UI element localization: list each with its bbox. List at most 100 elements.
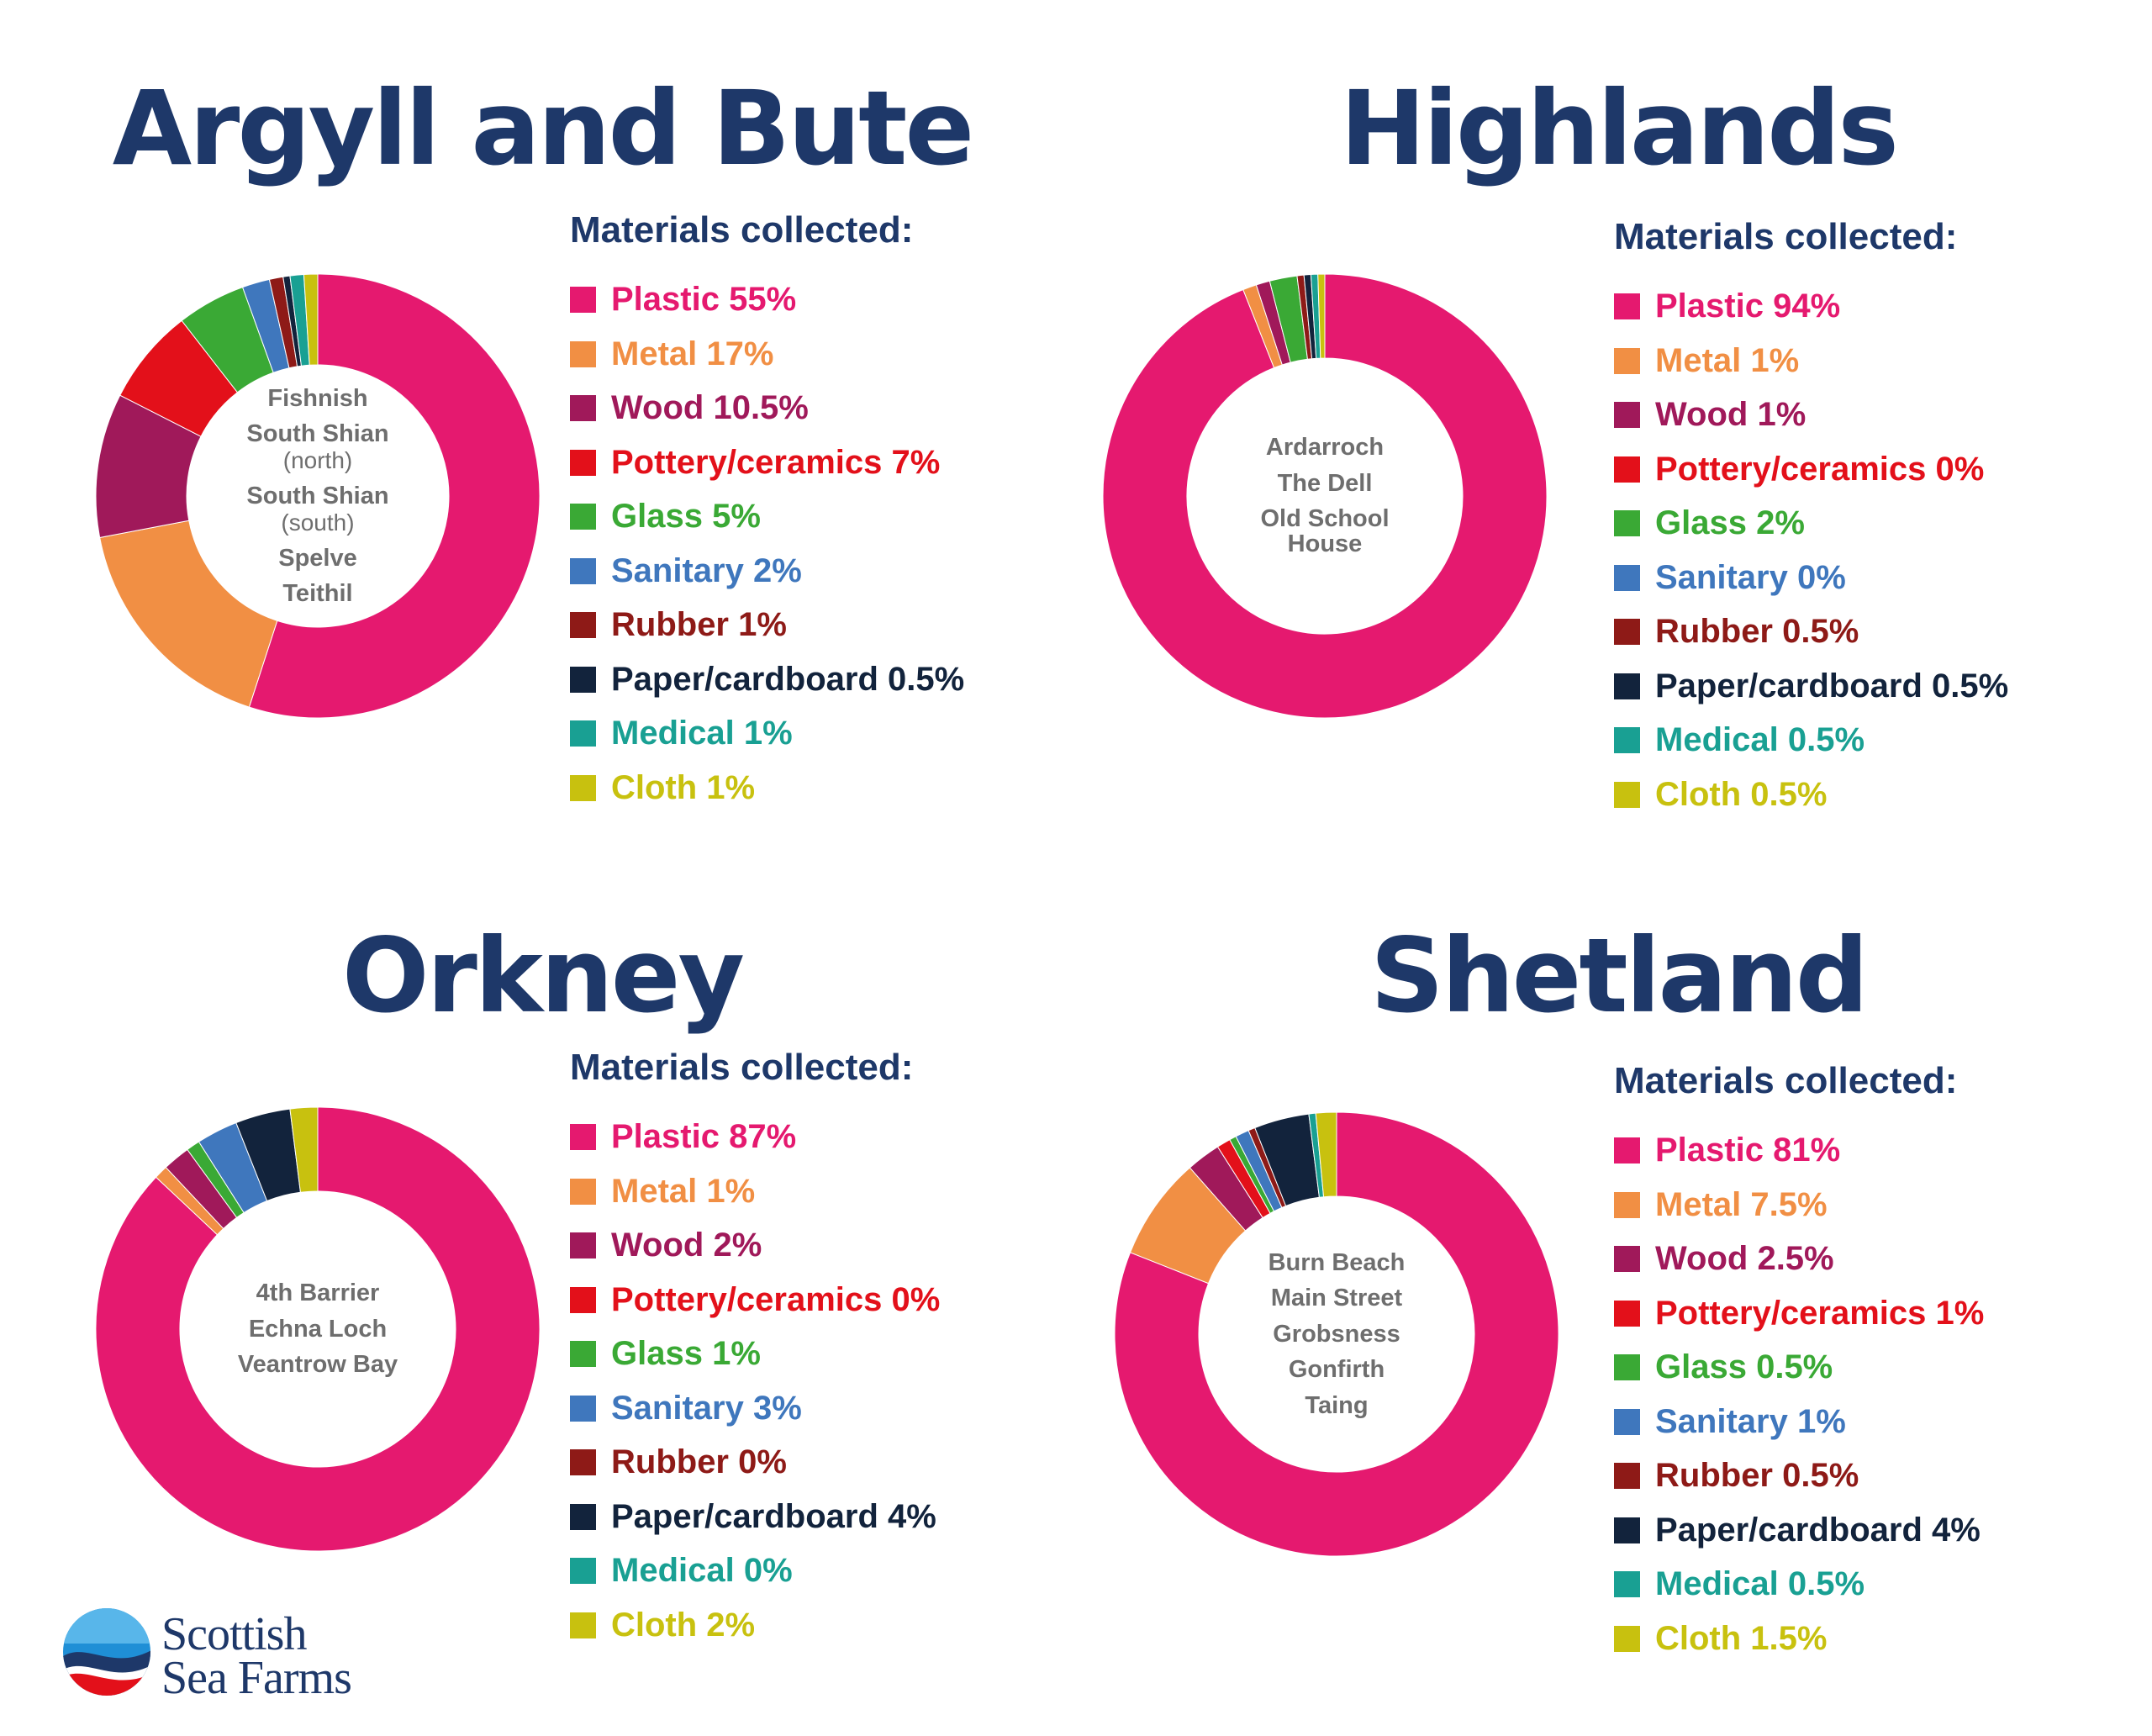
site-name: 4th Barrier <box>256 1280 380 1306</box>
legend-item-paper-cardboard: Paper/cardboard 4% <box>570 1490 940 1544</box>
site-name: South Shian (north) <box>246 421 388 473</box>
legend-item-glass: Glass 1% <box>570 1327 940 1381</box>
logo-line-1: Scottish <box>161 1608 307 1660</box>
legend-item-metal: Metal 7.5% <box>1614 1178 1984 1232</box>
legend-item-wood: Wood 10.5% <box>570 381 964 435</box>
legend-swatch <box>1614 781 1640 808</box>
legend-label: Sanitary 0% <box>1655 558 1846 596</box>
legend-swatch <box>1614 727 1640 754</box>
site-name-label: South Shian <box>246 482 389 509</box>
legend-item-rubber: Rubber 0% <box>570 1435 940 1490</box>
site-name-label: Spelve <box>278 544 357 572</box>
legend-item-paper-cardboard: Paper/cardboard 0.5% <box>570 652 964 707</box>
legend-label: Glass 0.5% <box>1655 1348 1833 1386</box>
legend-label: Glass 2% <box>1655 504 1805 542</box>
site-name: Veantrow Bay <box>238 1352 398 1377</box>
legend-item-wood: Wood 2.5% <box>1614 1232 1984 1286</box>
legend-argyll-and-bute: Materials collected: Plastic 55% Metal 17%… <box>570 209 964 815</box>
logo-wave-icon <box>63 1608 150 1696</box>
legend-item-rubber: Rubber 0.5% <box>1614 604 2008 659</box>
site-name-label: Echna Loch <box>248 1315 388 1343</box>
site-name-label: Fishnish <box>267 384 368 412</box>
legend-heading: Materials collected: <box>570 1047 914 1088</box>
legend-swatch <box>1614 1137 1640 1164</box>
legend-label: Glass 1% <box>611 1335 761 1373</box>
site-name-label: Teithil <box>282 580 353 608</box>
legend-item-wood: Wood 1% <box>1614 388 2008 442</box>
site-list-argyll-and-bute: Fishnish South Shian (north) South Shian (so… <box>187 365 449 627</box>
legend-swatch <box>570 774 596 801</box>
legend-swatch <box>1614 1191 1640 1218</box>
legend-item-wood: Wood 2% <box>570 1218 940 1273</box>
legend-item-sanitary: Sanitary 3% <box>570 1381 940 1436</box>
site-name-label: Main Street <box>1270 1285 1403 1312</box>
legend-item-sanitary: Sanitary 0% <box>1614 551 2008 605</box>
site-name: The Dell <box>1278 470 1373 496</box>
legend-swatch <box>570 666 596 693</box>
site-list-highlands: Ardarroch The Dell Old School House <box>1187 358 1463 634</box>
legend-label: Pottery/ceramics 0% <box>1655 450 1985 488</box>
donut-chart-highlands <box>1102 273 1548 719</box>
legend-label: Sanitary 2% <box>611 551 802 589</box>
legend-swatch <box>570 720 596 747</box>
chart-title-highlands: Highlands <box>1339 69 1899 188</box>
legend-label: Wood 1% <box>1655 396 1807 434</box>
legend-swatch <box>1614 564 1640 591</box>
legend-item-rubber: Rubber 1% <box>570 598 964 652</box>
legend-item-plastic: Plastic 87% <box>570 1110 940 1164</box>
scottish-sea-farms-logo: Scottish Sea Farms <box>61 1606 414 1715</box>
legend-item-plastic: Plastic 94% <box>1614 279 2008 334</box>
legend-swatch <box>1614 1463 1640 1490</box>
legend-label: Plastic 87% <box>611 1118 797 1156</box>
site-name: Grobsness <box>1273 1322 1400 1347</box>
legend-label: Metal 17% <box>611 335 774 372</box>
site-name-label: Old School House <box>1260 505 1390 558</box>
legend-label: Plastic 55% <box>611 281 797 319</box>
legend-swatch <box>570 1395 596 1422</box>
legend-heading: Materials collected: <box>1614 1060 1958 1101</box>
legend-swatch <box>570 1449 596 1476</box>
legend-swatch <box>1614 1408 1640 1435</box>
legend-item-cloth: Cloth 0.5% <box>1614 768 2008 822</box>
legend-swatch <box>570 449 596 476</box>
legend-label: Rubber 0.5% <box>1655 613 1859 651</box>
legend-item-pottery-ceramics: Pottery/ceramics 1% <box>1614 1286 1984 1341</box>
site-name-label: Veantrow Bay <box>237 1351 398 1379</box>
legend-swatch <box>570 557 596 584</box>
legend-heading: Materials collected: <box>1614 216 1958 257</box>
legend-item-rubber: Rubber 0.5% <box>1614 1448 1984 1503</box>
legend-item-medical: Medical 0% <box>570 1543 940 1598</box>
legend-item-paper-cardboard: Paper/cardboard 4% <box>1614 1503 1984 1558</box>
legend-swatch <box>570 1503 596 1530</box>
site-name-label: Gonfirth <box>1288 1356 1385 1384</box>
legend-label: Plastic 81% <box>1655 1132 1841 1169</box>
legend-swatch <box>570 1232 596 1259</box>
legend-swatch <box>1614 1246 1640 1273</box>
legend-label: Paper/cardboard 0.5% <box>611 660 965 698</box>
slice-plastic <box>248 273 541 719</box>
legend-label: Paper/cardboard 0.5% <box>1655 667 2009 704</box>
slice-plastic <box>95 1106 541 1552</box>
legend-label: Rubber 0% <box>611 1443 787 1481</box>
legend-label: Metal 1% <box>1655 341 1800 379</box>
legend-label: Metal 1% <box>611 1172 756 1210</box>
legend-item-paper-cardboard: Paper/cardboard 0.5% <box>1614 659 2008 714</box>
legend-label: Metal 7.5% <box>1655 1185 1828 1223</box>
legend-swatch <box>570 395 596 422</box>
legend-item-medical: Medical 1% <box>570 706 964 761</box>
legend-label: Glass 5% <box>611 498 761 536</box>
legend-item-pottery-ceramics: Pottery/ceramics 0% <box>1614 442 2008 497</box>
chart-title-shetland: Shetland <box>1369 916 1869 1036</box>
legend-swatch <box>1614 347 1640 374</box>
legend-swatch <box>1614 1571 1640 1598</box>
legend-item-metal: Metal 17% <box>570 327 964 382</box>
legend-item-cloth: Cloth 1% <box>570 761 964 815</box>
slice-cloth <box>1317 273 1326 359</box>
legend-shetland: Materials collected: Plastic 81% Metal 7.5… <box>1614 1060 1984 1665</box>
site-name-sub: (south) <box>281 509 355 536</box>
site-list-shetland: Burn Beach Main Street Grobsness Gonfirth Ta… <box>1199 1196 1474 1472</box>
legend-item-sanitary: Sanitary 2% <box>570 544 964 599</box>
legend-swatch <box>570 1612 596 1638</box>
legend-swatch <box>570 1341 596 1368</box>
legend-label: Sanitary 1% <box>1655 1402 1846 1440</box>
